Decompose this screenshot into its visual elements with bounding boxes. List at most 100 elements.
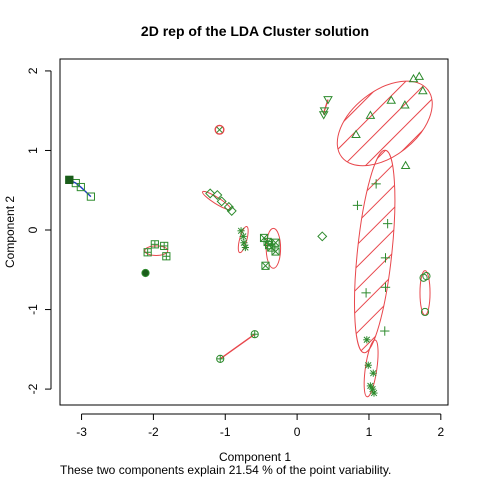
hatch-line bbox=[346, 148, 403, 340]
data-point bbox=[162, 252, 171, 261]
hatch-line bbox=[346, 148, 403, 296]
diamond-marker bbox=[317, 231, 328, 242]
data-point bbox=[143, 248, 152, 257]
data-point bbox=[212, 189, 223, 201]
data-point bbox=[352, 200, 363, 211]
hatch-line bbox=[346, 148, 403, 355]
x-marker-b bbox=[365, 361, 372, 369]
x-marker-b bbox=[216, 126, 223, 134]
data-point bbox=[160, 241, 169, 251]
hatch-line bbox=[346, 148, 403, 355]
data-point bbox=[216, 196, 227, 207]
plot-frame bbox=[59, 58, 449, 406]
cluster-segment bbox=[219, 333, 256, 360]
circle-marker bbox=[420, 307, 430, 317]
x-marker-b bbox=[237, 227, 245, 235]
hatch-line bbox=[346, 202, 403, 355]
diamond-marker bbox=[223, 201, 234, 212]
data-point bbox=[361, 288, 371, 298]
hatch-line bbox=[346, 180, 403, 355]
square-marker bbox=[86, 192, 95, 201]
triangle-marker bbox=[318, 111, 329, 120]
data-point bbox=[86, 192, 95, 201]
hatch-line bbox=[346, 148, 403, 355]
cluster-ellipse bbox=[202, 190, 232, 211]
data-point bbox=[323, 96, 333, 105]
data-point bbox=[318, 111, 329, 120]
hatch-line bbox=[346, 148, 403, 355]
circle-marker bbox=[422, 272, 431, 281]
data-point bbox=[214, 124, 225, 135]
hatch-line bbox=[346, 224, 403, 355]
x-marker-b bbox=[369, 385, 376, 393]
variability-caption: These two components explain 21.54 % of … bbox=[60, 463, 391, 477]
triangle-marker bbox=[400, 100, 410, 109]
x-marker-b bbox=[239, 233, 247, 240]
data-point bbox=[205, 188, 216, 199]
data-point bbox=[240, 239, 248, 247]
x-marker-b bbox=[261, 261, 270, 270]
data-point bbox=[400, 160, 411, 169]
data-point bbox=[250, 330, 259, 339]
data-point bbox=[150, 240, 159, 249]
data-point bbox=[414, 71, 425, 80]
hatch-line bbox=[346, 148, 403, 355]
data-point bbox=[239, 232, 247, 240]
hatch-line bbox=[346, 148, 403, 355]
hatch-line bbox=[346, 148, 403, 355]
hatch-line bbox=[346, 148, 403, 355]
hatch-line bbox=[321, 64, 448, 183]
y-tick-label: -1 bbox=[26, 304, 40, 315]
y-tick-label: 1 bbox=[26, 147, 40, 154]
ellipse-hatching bbox=[346, 148, 403, 355]
data-point bbox=[369, 369, 377, 377]
data-point bbox=[141, 268, 150, 278]
hatch-line bbox=[321, 64, 448, 183]
triangle-marker bbox=[418, 85, 428, 95]
y-tick-label: 0 bbox=[26, 226, 40, 233]
data-point bbox=[420, 307, 430, 317]
hatch-line bbox=[346, 148, 403, 318]
data-point bbox=[380, 282, 391, 292]
cluster-ellipse bbox=[336, 80, 433, 167]
hatch-line bbox=[321, 64, 448, 124]
data-point bbox=[380, 253, 391, 263]
cluster-ellipse bbox=[354, 149, 396, 354]
square-marker bbox=[76, 182, 85, 192]
hatch-line bbox=[321, 64, 448, 183]
data-point bbox=[386, 95, 397, 104]
data-point bbox=[418, 85, 428, 95]
x-axis-label: Component 1 bbox=[219, 450, 291, 464]
y-tick-label: -2 bbox=[26, 383, 40, 394]
hatch-line bbox=[346, 148, 403, 274]
hatch-line bbox=[346, 246, 403, 355]
x-marker-b bbox=[370, 389, 378, 397]
x-marker-b bbox=[242, 244, 249, 251]
x-tick-label: -3 bbox=[76, 425, 87, 439]
data-point bbox=[382, 218, 393, 229]
x-marker-b bbox=[363, 336, 371, 344]
data-point bbox=[241, 243, 249, 252]
y-axis: -2 -1 0 1 2 bbox=[26, 67, 52, 394]
chart-title: 2D rep of the LDA Cluster solution bbox=[141, 23, 369, 39]
cluster-ellipse bbox=[144, 245, 169, 256]
data-point bbox=[365, 110, 376, 119]
data-point bbox=[422, 272, 431, 281]
data-point bbox=[364, 361, 372, 369]
diamond-marker bbox=[216, 196, 227, 207]
data-point bbox=[223, 201, 234, 212]
hatch-line bbox=[346, 148, 403, 355]
triangle-marker bbox=[323, 96, 333, 105]
x-tick-label: 1 bbox=[366, 425, 373, 439]
x-marker-b bbox=[271, 238, 280, 247]
data-point bbox=[226, 205, 237, 216]
data-point bbox=[319, 107, 330, 116]
data-point bbox=[380, 326, 390, 336]
square-marker bbox=[271, 247, 280, 256]
data-point bbox=[271, 247, 280, 256]
triangle-marker bbox=[365, 110, 376, 119]
ellipse-hatching bbox=[321, 64, 448, 183]
data-point bbox=[271, 238, 280, 247]
hatch-line bbox=[321, 64, 448, 146]
